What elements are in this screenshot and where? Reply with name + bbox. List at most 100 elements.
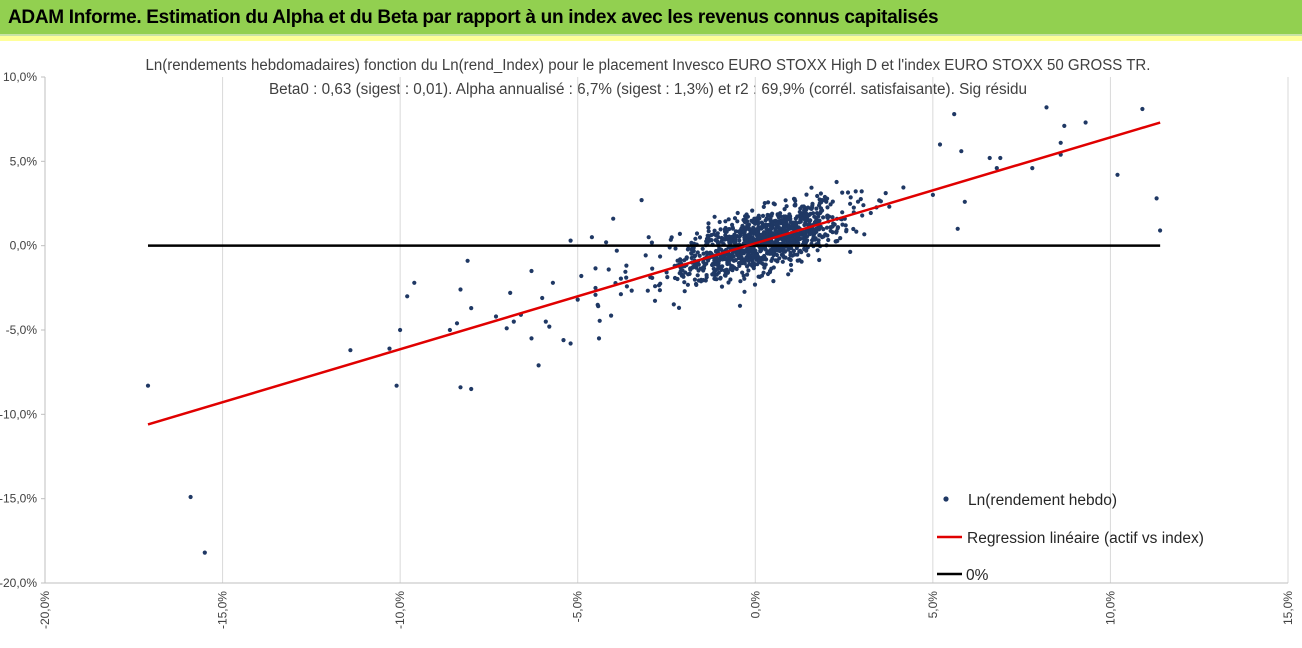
data-point bbox=[858, 197, 863, 202]
data-point bbox=[746, 268, 751, 273]
data-points bbox=[145, 105, 1163, 555]
data-point bbox=[469, 306, 474, 311]
data-point bbox=[737, 303, 743, 308]
data-point bbox=[394, 383, 399, 388]
data-point bbox=[740, 270, 745, 275]
data-point bbox=[606, 267, 611, 272]
data-point bbox=[737, 229, 742, 235]
data-point bbox=[719, 284, 725, 289]
data-point bbox=[804, 217, 809, 222]
data-point bbox=[1058, 140, 1063, 145]
data-point bbox=[465, 258, 470, 263]
data-point bbox=[754, 228, 759, 233]
data-point bbox=[810, 238, 815, 243]
data-point bbox=[766, 222, 771, 227]
data-point bbox=[725, 269, 731, 274]
scatter-chart: Ln(rendements hebdomadaires) fonction du… bbox=[0, 57, 1295, 629]
data-point bbox=[861, 203, 866, 208]
data-point bbox=[730, 225, 735, 230]
data-point bbox=[840, 210, 845, 215]
data-point bbox=[744, 212, 749, 217]
data-point bbox=[739, 255, 744, 260]
data-point bbox=[824, 225, 830, 230]
x-tick-label: 0,0% bbox=[748, 591, 762, 619]
report-title: ADAM Informe. Estimation du Alpha et du … bbox=[8, 7, 939, 28]
data-point bbox=[188, 494, 193, 500]
data-point bbox=[810, 201, 815, 206]
data-point bbox=[715, 261, 720, 267]
data-point bbox=[821, 234, 826, 239]
data-point bbox=[790, 226, 795, 231]
data-point bbox=[770, 220, 775, 225]
data-point bbox=[801, 236, 807, 241]
data-point bbox=[743, 215, 748, 221]
y-tick-label: 5,0% bbox=[10, 154, 38, 168]
y-tick-labels: 10,0% 5,0% 0,0% -5,0% -10,0% -15,0% -20,0% bbox=[0, 70, 37, 590]
data-point bbox=[830, 215, 835, 220]
data-point bbox=[848, 201, 853, 206]
data-point bbox=[814, 206, 819, 211]
data-point bbox=[751, 254, 756, 259]
data-point bbox=[593, 292, 598, 297]
data-point bbox=[1044, 105, 1049, 110]
data-point bbox=[575, 297, 580, 302]
data-point bbox=[794, 245, 799, 251]
data-point bbox=[821, 215, 826, 220]
data-point bbox=[629, 288, 634, 293]
data-point bbox=[774, 252, 780, 258]
data-point bbox=[845, 190, 851, 195]
legend: Ln(rendement hebdo) Regression linéaire … bbox=[937, 492, 1204, 584]
report-header: ADAM Informe. Estimation du Alpha et du … bbox=[0, 0, 1302, 36]
data-point bbox=[609, 313, 614, 318]
data-point bbox=[543, 319, 548, 324]
legend-label-zero: 0% bbox=[966, 567, 989, 584]
data-point bbox=[454, 321, 460, 326]
data-point bbox=[568, 341, 573, 346]
data-point bbox=[761, 262, 766, 267]
data-point bbox=[859, 189, 864, 194]
data-point bbox=[767, 269, 773, 274]
data-point bbox=[930, 192, 936, 197]
data-point bbox=[671, 302, 676, 307]
data-point bbox=[723, 256, 729, 261]
data-point bbox=[684, 256, 689, 261]
data-point bbox=[589, 235, 595, 240]
data-point bbox=[756, 213, 761, 218]
data-point bbox=[752, 216, 757, 221]
data-point bbox=[646, 235, 651, 240]
x-tick-label: -15,0% bbox=[216, 591, 230, 629]
data-point bbox=[844, 229, 849, 234]
data-point bbox=[848, 195, 853, 200]
data-point bbox=[706, 225, 711, 230]
data-point bbox=[692, 277, 698, 282]
data-point bbox=[761, 204, 766, 209]
data-point bbox=[834, 229, 839, 234]
data-point bbox=[624, 284, 630, 289]
data-point bbox=[677, 271, 682, 276]
data-point bbox=[770, 231, 776, 236]
data-point bbox=[649, 240, 655, 245]
data-point bbox=[653, 284, 658, 289]
data-point bbox=[759, 220, 764, 225]
data-point bbox=[959, 149, 964, 154]
data-point bbox=[458, 287, 463, 292]
data-point bbox=[775, 240, 780, 245]
data-point bbox=[742, 261, 747, 266]
data-point bbox=[994, 166, 999, 171]
chart-subtitle: Beta0 : 0,63 (sigest : 0,01). Alpha annu… bbox=[269, 81, 1027, 98]
data-point bbox=[710, 272, 715, 277]
data-point bbox=[719, 254, 725, 259]
data-point bbox=[860, 213, 865, 218]
data-point bbox=[657, 288, 663, 293]
data-point bbox=[772, 246, 777, 251]
data-point bbox=[797, 220, 802, 225]
data-point bbox=[568, 238, 573, 243]
data-point bbox=[830, 199, 835, 204]
data-point bbox=[706, 236, 711, 241]
data-point bbox=[764, 226, 769, 231]
data-point bbox=[747, 258, 752, 263]
data-point bbox=[695, 250, 700, 255]
data-point bbox=[579, 273, 584, 279]
data-point bbox=[718, 247, 723, 252]
data-point bbox=[862, 232, 867, 237]
